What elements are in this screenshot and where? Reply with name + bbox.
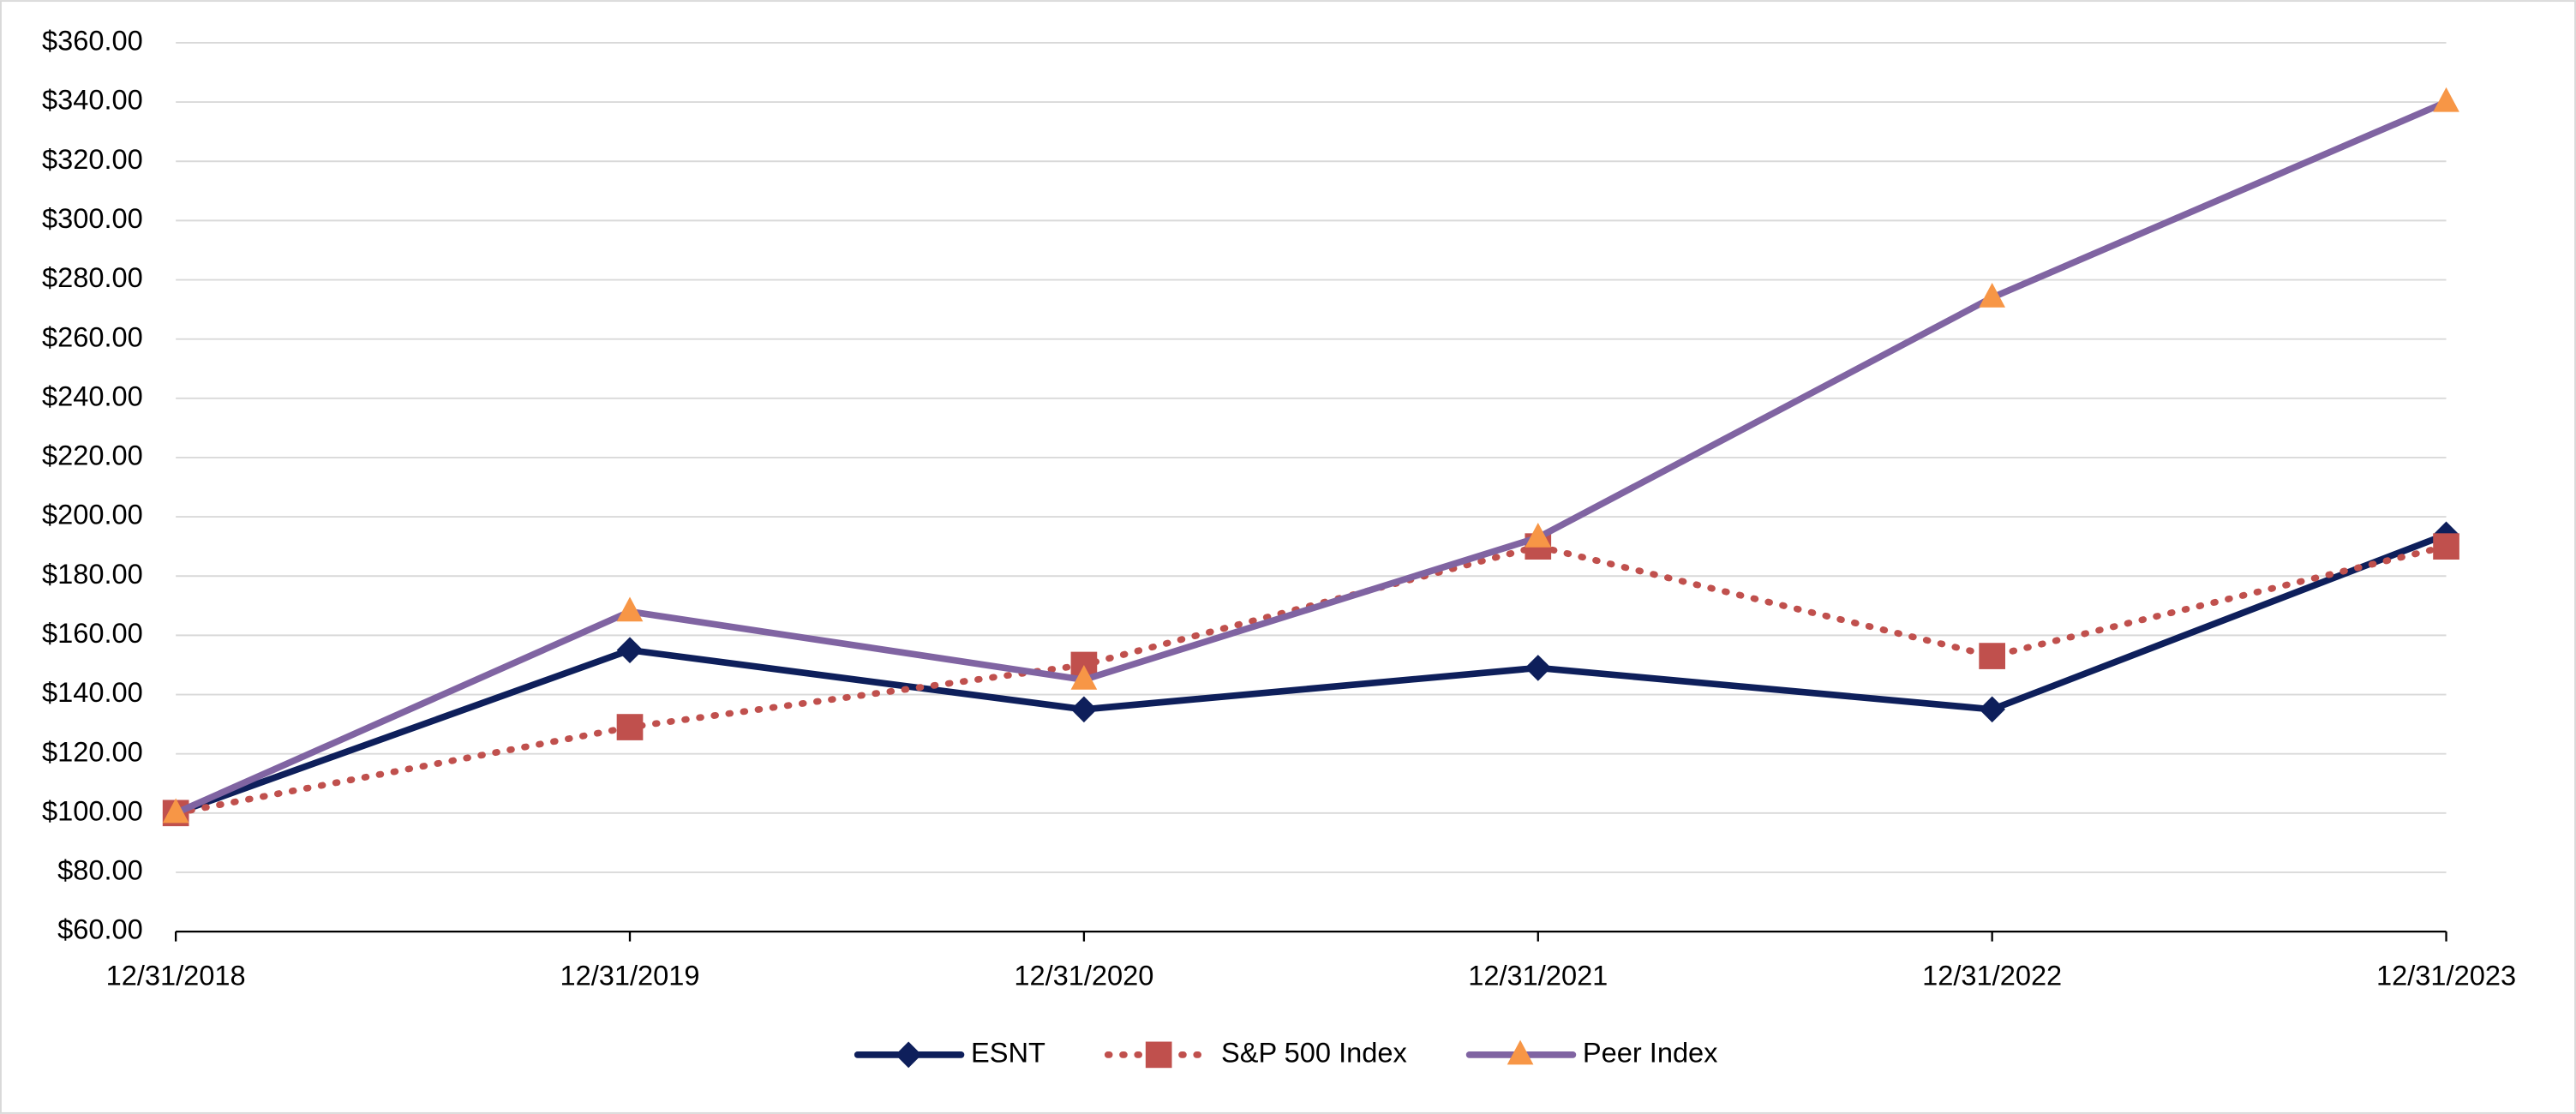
data-point [1979, 643, 2006, 669]
legend-marker [1507, 1039, 1534, 1065]
data-point [1070, 664, 1098, 690]
y-tick-label: $140.00 [42, 676, 143, 708]
y-tick-label: $60.00 [57, 913, 143, 945]
y-tick-label: $340.00 [42, 84, 143, 116]
y-tick-label: $180.00 [42, 558, 143, 590]
legend-label: ESNT [971, 1036, 1045, 1068]
data-point [616, 714, 644, 740]
data-point [162, 798, 189, 824]
series [162, 87, 2459, 824]
legend-label: S&P 500 Index [1221, 1036, 1407, 1068]
x-tick-label: 12/31/2020 [1014, 959, 1153, 991]
legend-item: Peer Index [1465, 1036, 1718, 1068]
series-line [172, 99, 2450, 817]
x-tick-label: 12/31/2021 [1468, 959, 1608, 991]
y-tick-label: $320.00 [42, 143, 143, 175]
data-point [2433, 533, 2459, 560]
y-tick-label: $220.00 [42, 440, 143, 471]
y-tick-label: $100.00 [42, 794, 143, 826]
y-tick-label: $300.00 [42, 202, 143, 234]
data-point [1979, 283, 2006, 308]
y-tick-label: $240.00 [42, 380, 143, 411]
y-tick-label: $280.00 [42, 261, 143, 293]
data-point [616, 596, 644, 622]
x-tick-label: 12/31/2019 [560, 959, 699, 991]
series-line [172, 531, 2450, 817]
y-tick-label: $360.00 [42, 25, 143, 57]
legend-item: ESNT [854, 1036, 1045, 1069]
data-point [2433, 87, 2459, 112]
legend-marker [895, 1041, 922, 1069]
y-tick-label: $160.00 [42, 617, 143, 649]
x-tick-label: 12/31/2023 [2376, 959, 2516, 991]
x-tick-label: 12/31/2018 [106, 959, 246, 991]
legend-item: S&P 500 Index [1104, 1036, 1407, 1069]
data-point [1525, 523, 1552, 548]
x-tick-label: 12/31/2022 [1922, 959, 2062, 991]
y-tick-label: $120.00 [42, 735, 143, 767]
y-tick-label: $260.00 [42, 320, 143, 352]
legend-label: Peer Index [1583, 1036, 1718, 1068]
legend-marker [1145, 1041, 1172, 1069]
y-tick-label: $80.00 [57, 854, 143, 886]
y-tick-label: $200.00 [42, 499, 143, 530]
